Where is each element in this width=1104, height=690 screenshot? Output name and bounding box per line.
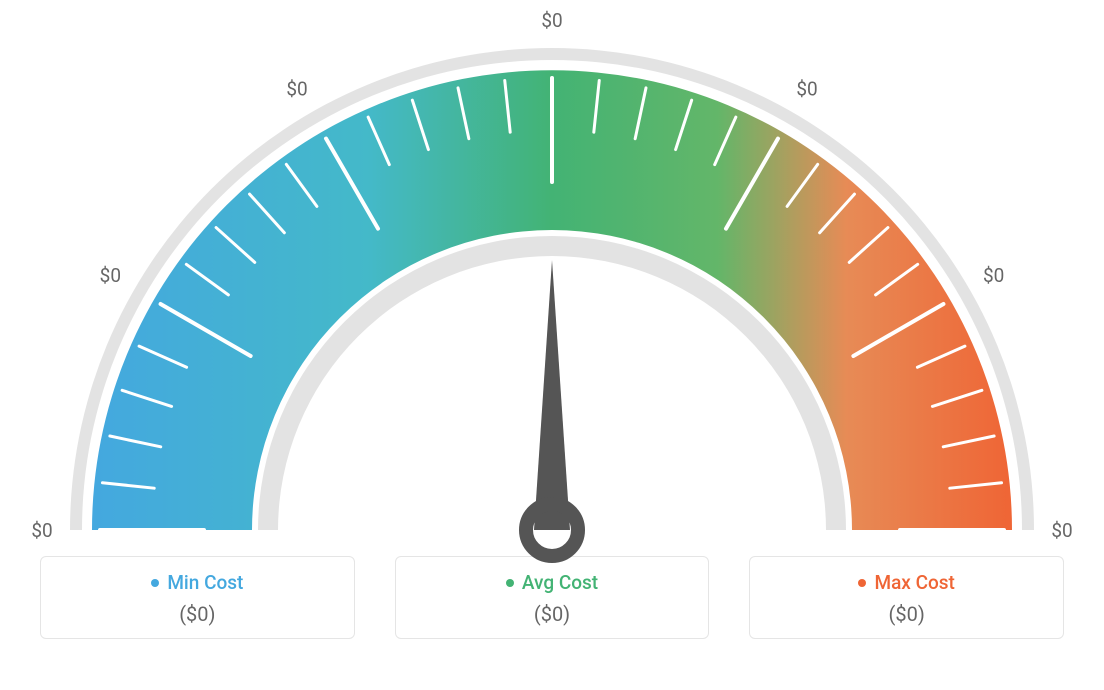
svg-text:$0: $0 <box>1051 519 1072 542</box>
legend-dot-max <box>858 579 866 587</box>
svg-text:$0: $0 <box>100 264 121 287</box>
svg-text:$0: $0 <box>541 10 562 32</box>
legend-label-min: Min Cost <box>167 571 243 594</box>
svg-text:$0: $0 <box>286 77 307 100</box>
legend-value-max: ($0) <box>760 602 1053 626</box>
legend-dot-avg <box>506 579 514 587</box>
legend-label-avg: Avg Cost <box>522 571 598 594</box>
legend-label-max: Max Cost <box>874 571 954 594</box>
svg-text:$0: $0 <box>796 77 817 100</box>
svg-text:$0: $0 <box>31 519 52 542</box>
svg-text:$0: $0 <box>983 264 1004 287</box>
legend-dot-min <box>151 579 159 587</box>
gauge-chart: $0 $0 $0 $0 $0 $0 $0 <box>0 0 1104 560</box>
legend-value-min: ($0) <box>51 602 344 626</box>
gauge-svg: $0 $0 $0 $0 $0 $0 $0 <box>0 10 1104 570</box>
legend-value-avg: ($0) <box>406 602 699 626</box>
